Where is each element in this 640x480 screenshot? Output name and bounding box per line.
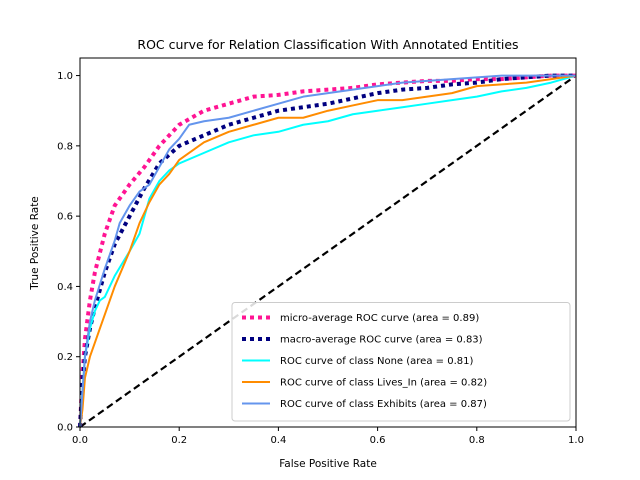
x-tick-label: 1.0 xyxy=(568,435,584,446)
y-axis: 0.0 0.2 0.4 0.6 0.8 1.0 xyxy=(57,71,80,434)
y-tick-label: 1.0 xyxy=(57,71,73,82)
x-axis-label: False Positive Rate xyxy=(279,458,377,470)
y-axis-label: True Positive Rate xyxy=(29,196,41,291)
y-tick-label: 0.8 xyxy=(57,141,73,152)
legend: micro-average ROC curve (area = 0.89) mac… xyxy=(231,302,571,422)
x-tick-label: 0.4 xyxy=(270,435,286,446)
x-tick-label: 0.0 xyxy=(72,435,88,446)
x-tick-label: 0.6 xyxy=(370,435,386,446)
legend-box xyxy=(231,302,571,422)
legend-label: ROC curve of class Exhibits (area = 0.87… xyxy=(280,399,487,410)
series-layer xyxy=(78,73,577,428)
x-tick-label: 0.8 xyxy=(469,435,485,446)
series-line-3 xyxy=(79,74,577,428)
legend-label: ROC curve of class Lives_In (area = 0.82… xyxy=(280,378,487,389)
legend-label: ROC curve of class None (area = 0.81) xyxy=(280,356,473,367)
y-tick-label: 0.2 xyxy=(57,352,73,363)
legend-label: macro-average ROC curve (area = 0.83) xyxy=(280,335,483,346)
series-line-5 xyxy=(79,74,577,428)
y-tick-label: 0.4 xyxy=(57,282,73,293)
plot-frame xyxy=(79,57,577,428)
series-line-1 xyxy=(78,73,576,428)
legend-label: micro-average ROC curve (area = 0.89) xyxy=(280,313,479,324)
x-axis: 0.0 0.2 0.4 0.6 0.8 1.0 xyxy=(72,427,584,446)
chart-title: ROC curve for Relation Classification Wi… xyxy=(137,37,518,52)
series-line-2 xyxy=(79,74,577,428)
y-tick-label: 0.6 xyxy=(57,212,73,223)
x-tick-label: 0.2 xyxy=(171,435,187,446)
series-line-0 xyxy=(78,73,576,428)
series-line-4 xyxy=(79,74,576,428)
y-tick-label: 0.0 xyxy=(57,423,73,434)
